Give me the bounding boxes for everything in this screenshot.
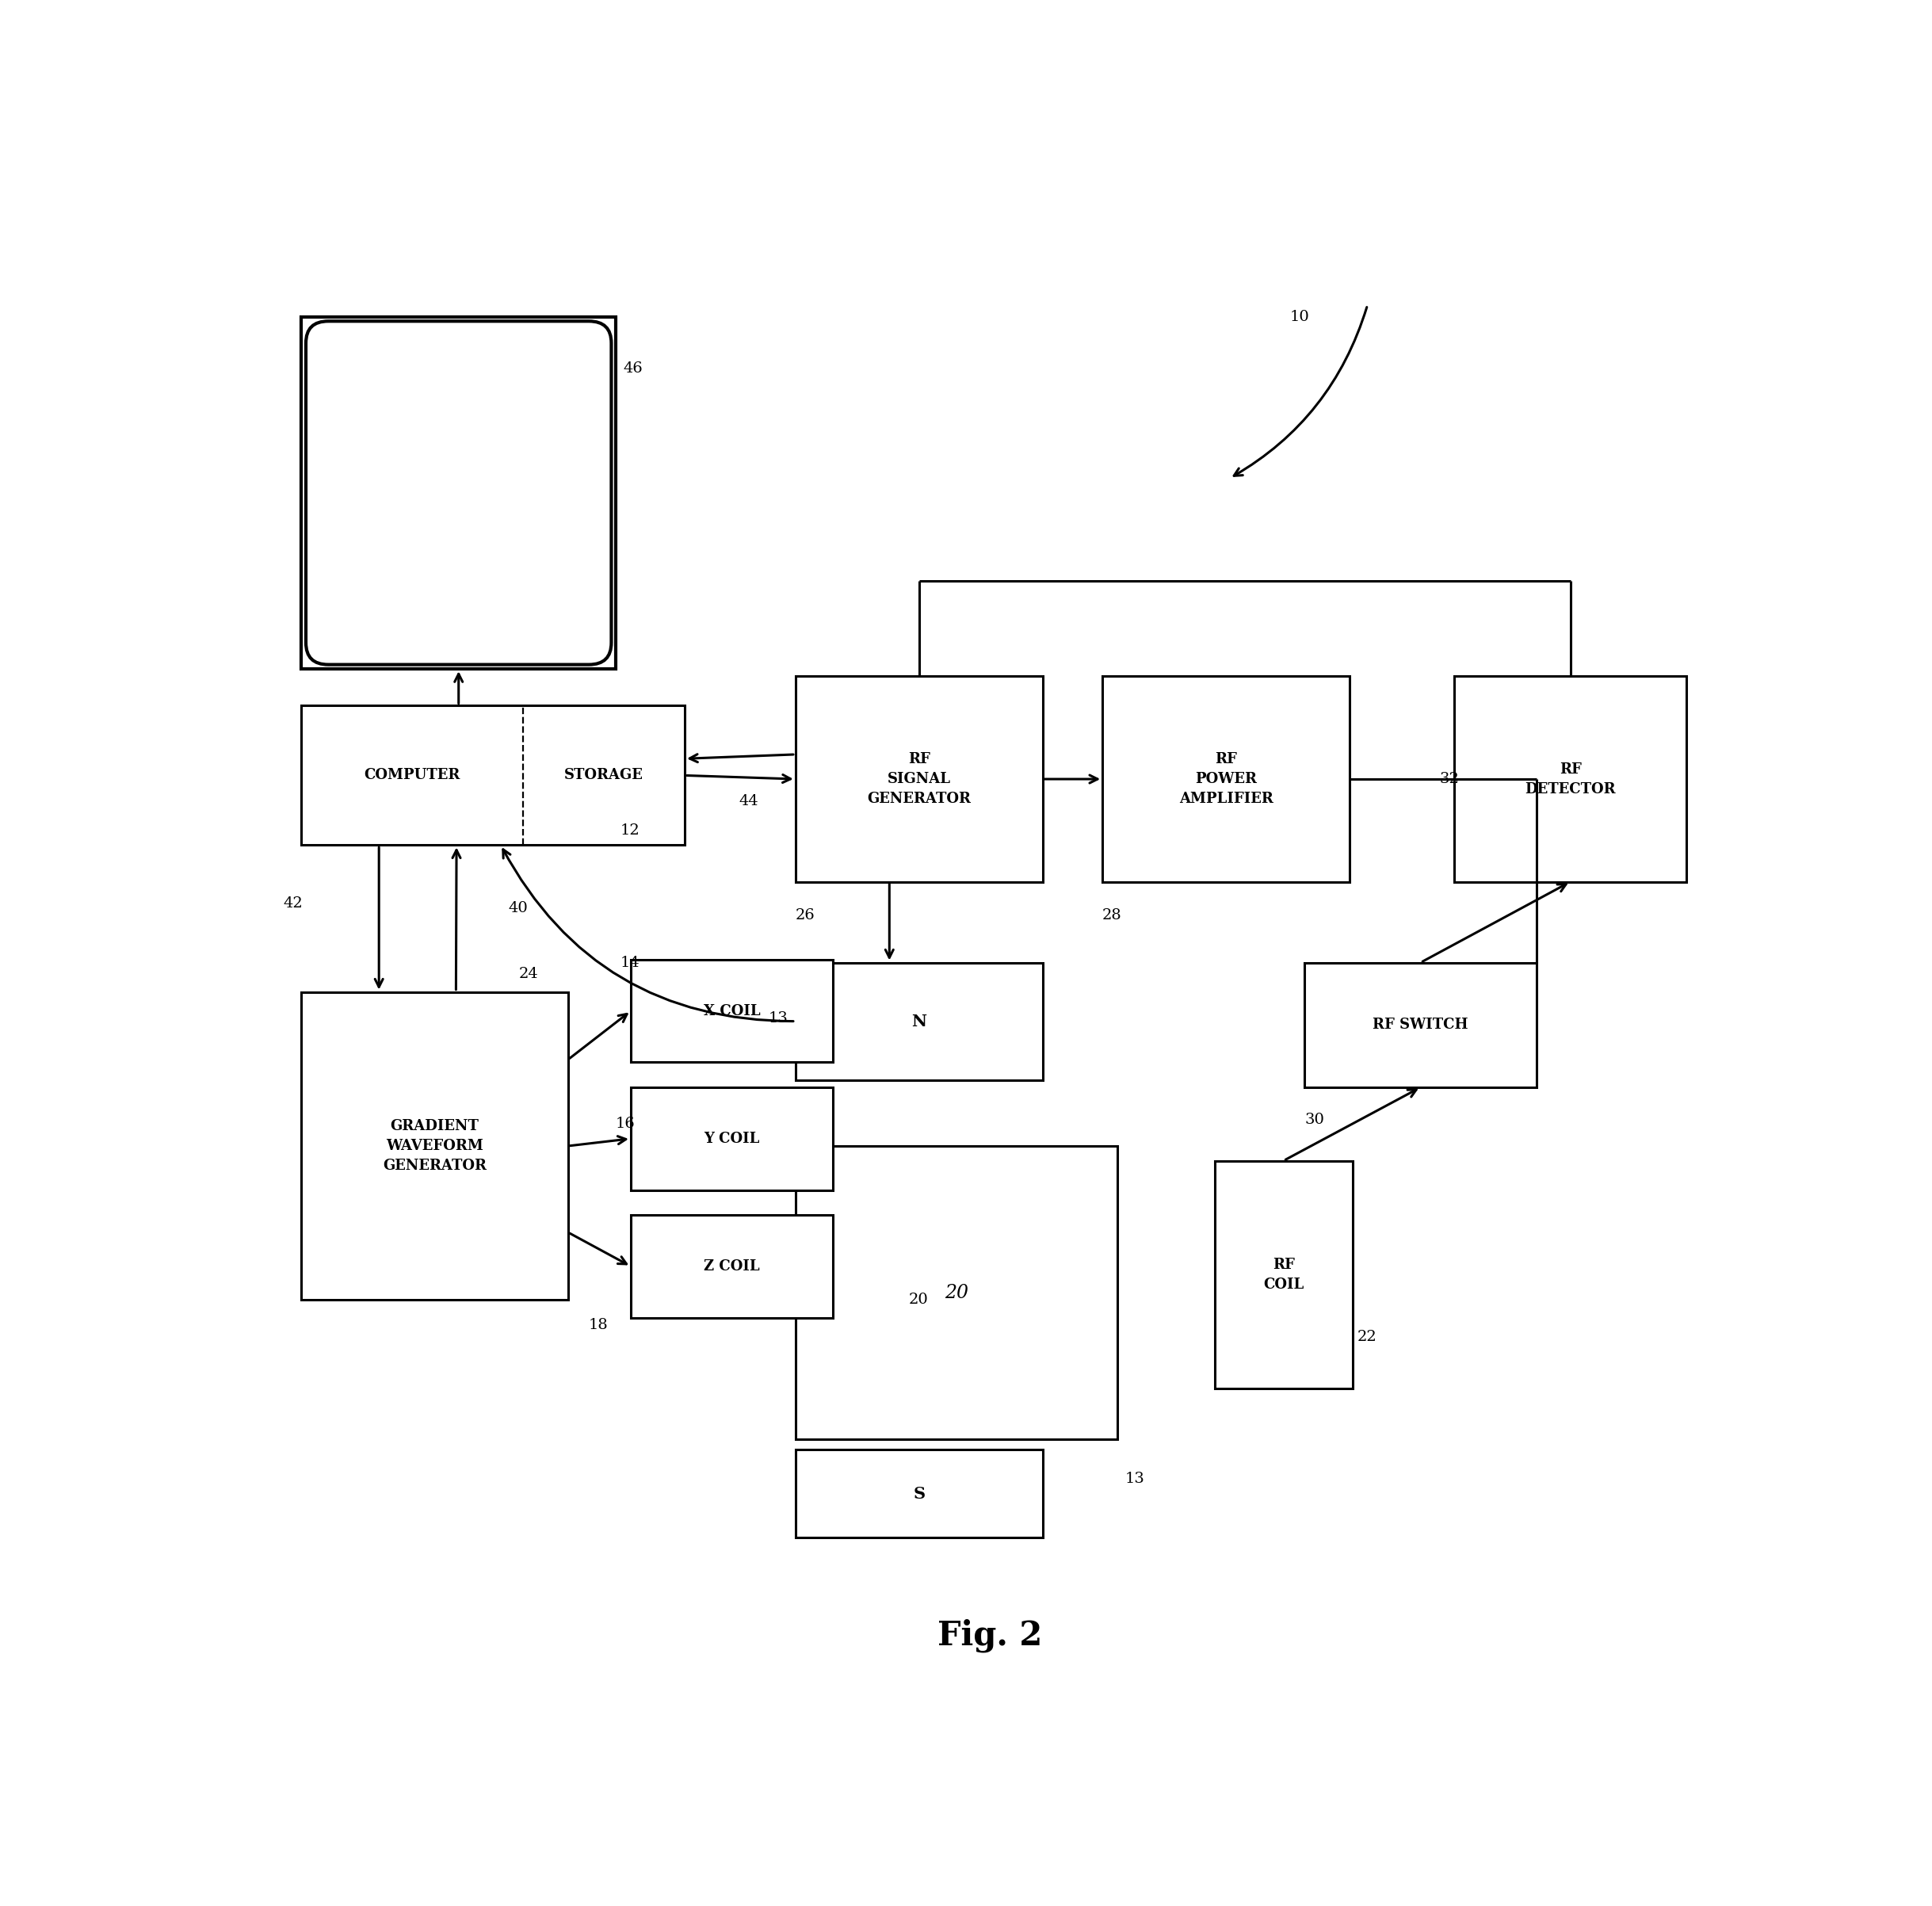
FancyBboxPatch shape: [301, 991, 568, 1300]
Text: 40: 40: [508, 902, 527, 915]
Text: 16: 16: [616, 1117, 636, 1130]
Text: 24: 24: [518, 966, 539, 982]
Text: Z COIL: Z COIL: [703, 1260, 759, 1273]
Text: STORAGE: STORAGE: [564, 768, 643, 783]
Text: 32: 32: [1439, 772, 1459, 785]
FancyBboxPatch shape: [796, 1450, 1043, 1538]
Text: RF
POWER
AMPLIFIER: RF POWER AMPLIFIER: [1179, 753, 1273, 806]
FancyBboxPatch shape: [632, 1086, 833, 1189]
Text: S: S: [914, 1487, 925, 1502]
Text: 13: 13: [1124, 1471, 1144, 1487]
Text: 30: 30: [1304, 1113, 1323, 1126]
Text: GRADIENT
WAVEFORM
GENERATOR: GRADIENT WAVEFORM GENERATOR: [383, 1119, 487, 1172]
FancyBboxPatch shape: [796, 963, 1043, 1081]
Text: 20: 20: [945, 1283, 968, 1302]
Text: 26: 26: [796, 909, 815, 923]
Text: 12: 12: [620, 823, 639, 837]
FancyBboxPatch shape: [1455, 677, 1687, 882]
Text: 18: 18: [589, 1317, 609, 1332]
Text: RF
SIGNAL
GENERATOR: RF SIGNAL GENERATOR: [867, 753, 972, 806]
FancyBboxPatch shape: [1103, 677, 1350, 882]
Text: 46: 46: [624, 360, 643, 375]
Text: Fig. 2: Fig. 2: [937, 1618, 1043, 1653]
FancyBboxPatch shape: [301, 316, 616, 669]
Text: N: N: [912, 1014, 927, 1029]
Text: RF SWITCH: RF SWITCH: [1374, 1018, 1468, 1031]
FancyBboxPatch shape: [1215, 1161, 1352, 1388]
Text: 44: 44: [738, 795, 757, 808]
Text: Y COIL: Y COIL: [703, 1132, 759, 1146]
FancyBboxPatch shape: [1304, 963, 1536, 1086]
FancyBboxPatch shape: [796, 677, 1043, 882]
Text: COMPUTER: COMPUTER: [363, 768, 460, 783]
FancyBboxPatch shape: [632, 959, 833, 1062]
FancyBboxPatch shape: [305, 322, 611, 665]
Text: RF
COIL: RF COIL: [1264, 1258, 1304, 1292]
FancyBboxPatch shape: [796, 1146, 1117, 1439]
Text: 22: 22: [1356, 1330, 1378, 1344]
Text: 20: 20: [908, 1292, 927, 1308]
Text: 14: 14: [620, 955, 639, 970]
Text: X COIL: X COIL: [703, 1004, 761, 1018]
FancyBboxPatch shape: [301, 705, 684, 844]
Text: 13: 13: [769, 1012, 788, 1025]
Text: 42: 42: [284, 896, 303, 911]
Text: 28: 28: [1103, 909, 1122, 923]
Text: 10: 10: [1291, 309, 1310, 324]
FancyBboxPatch shape: [632, 1214, 833, 1317]
Text: RF
DETECTOR: RF DETECTOR: [1524, 762, 1615, 797]
